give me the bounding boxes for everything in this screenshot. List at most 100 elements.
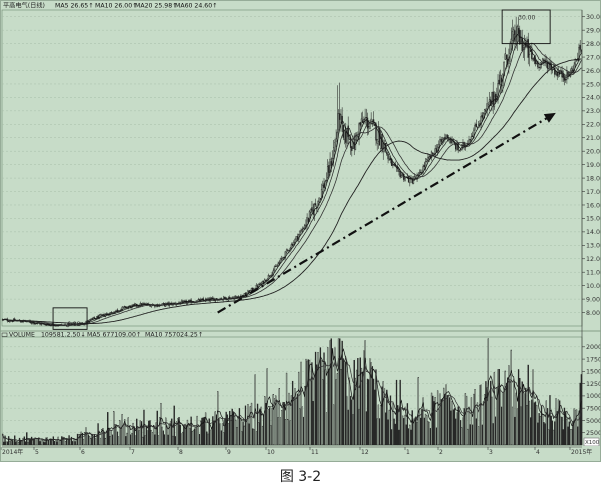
candle-body <box>538 66 540 68</box>
candle-body <box>307 217 309 222</box>
volume-bar <box>363 350 365 446</box>
volume-bar <box>196 415 198 446</box>
volume-bar <box>265 403 267 446</box>
volume-bar <box>250 402 253 446</box>
price-tick-label: 22.00 <box>586 122 601 129</box>
volume-bar <box>191 431 193 446</box>
volume-bar <box>125 436 127 446</box>
price-tick-label: 9.00 <box>586 296 600 303</box>
candle-body <box>434 148 436 155</box>
volume-bar <box>528 400 531 446</box>
volume-bar <box>542 413 544 446</box>
volume-bar <box>554 421 556 446</box>
volume-bar <box>180 433 183 446</box>
candle-body <box>411 178 413 184</box>
candle-body <box>522 45 525 48</box>
volume-bar <box>1 433 4 446</box>
volume-bar <box>184 425 186 446</box>
price-series-name: 平高电气(日线) <box>3 2 45 10</box>
candle-body <box>261 281 264 284</box>
candle-body <box>368 126 370 128</box>
price-tick-label: 24.00 <box>586 95 601 102</box>
volume-bar <box>119 420 121 446</box>
volume-ma5-line <box>2 348 582 442</box>
volume-bar <box>152 424 155 446</box>
volume-bar <box>571 429 573 446</box>
volume-bar <box>120 428 122 446</box>
candle-body <box>259 283 261 285</box>
volume-bar <box>148 420 150 446</box>
candle-body <box>93 317 96 319</box>
volume-bar <box>246 422 248 446</box>
volume-bar <box>432 395 434 446</box>
volume-bar <box>223 432 225 446</box>
x-axis-label: 7 <box>131 449 135 456</box>
volume-bar <box>374 389 376 446</box>
volume-bar <box>11 440 13 446</box>
volume-bar <box>262 415 265 446</box>
volume-legend-value: MA5 677109.00↑ <box>87 332 141 339</box>
volume-bar <box>183 425 185 446</box>
volume-bar <box>401 415 404 446</box>
candle-body <box>539 62 541 69</box>
volume-bar <box>198 433 201 446</box>
price-ma10-line <box>2 36 582 326</box>
volume-bar <box>236 427 238 446</box>
volume-bar <box>243 425 245 446</box>
trend-arrow-head <box>543 112 556 123</box>
volume-bar <box>494 416 497 446</box>
candle-body <box>343 130 346 140</box>
volume-bar <box>101 429 103 446</box>
volume-bar <box>382 381 384 446</box>
volume-bar <box>515 392 517 446</box>
volume-bar <box>105 431 108 446</box>
volume-bar <box>51 440 53 446</box>
volume-bar <box>139 420 142 446</box>
volume-bar <box>372 378 375 446</box>
volume-bar <box>290 395 293 446</box>
candle-body <box>479 123 481 125</box>
volume-bar <box>411 410 413 446</box>
candle-body <box>551 69 554 71</box>
volume-bar <box>207 433 209 446</box>
volume-bar <box>214 411 216 446</box>
price-ma-legend: MA10 26.00↑ <box>95 3 137 10</box>
volume-bar <box>132 422 134 446</box>
volume-bar <box>252 428 254 446</box>
volume-bar <box>348 377 351 446</box>
candle-body <box>428 156 430 159</box>
candle-body <box>552 68 555 70</box>
volume-series-name: VOLUME <box>9 332 35 339</box>
candle-body <box>513 29 515 35</box>
candle-body <box>110 312 113 314</box>
candle-body <box>70 323 73 325</box>
volume-bar <box>136 418 138 446</box>
volume-bar <box>469 424 471 446</box>
volume-bar <box>461 427 463 446</box>
candle-body <box>183 300 185 302</box>
price-tick-label: 20.00 <box>586 148 601 155</box>
volume-bar <box>357 358 359 446</box>
volume-bar <box>462 417 464 446</box>
volume-bar <box>70 436 73 446</box>
candle-body <box>346 128 348 144</box>
candle-body <box>138 305 140 307</box>
volume-bar <box>421 409 423 446</box>
volume-bar <box>201 417 203 446</box>
volume-bar <box>354 377 357 446</box>
volume-bar <box>336 373 338 446</box>
volume-bar <box>188 423 190 446</box>
volume-bar <box>29 438 32 446</box>
candle-body <box>497 83 499 101</box>
candle-body <box>353 141 355 149</box>
candle-body <box>334 142 336 151</box>
volume-bar <box>482 401 485 446</box>
candle-body <box>487 104 490 107</box>
volume-bar <box>521 381 523 446</box>
volume-bar <box>306 360 308 446</box>
volume-bar <box>351 399 353 446</box>
volume-bar <box>150 429 152 446</box>
volume-tick-label: 7500 <box>586 405 601 412</box>
volume-bar <box>409 424 411 446</box>
price-tick-label: 14.00 <box>586 229 601 236</box>
